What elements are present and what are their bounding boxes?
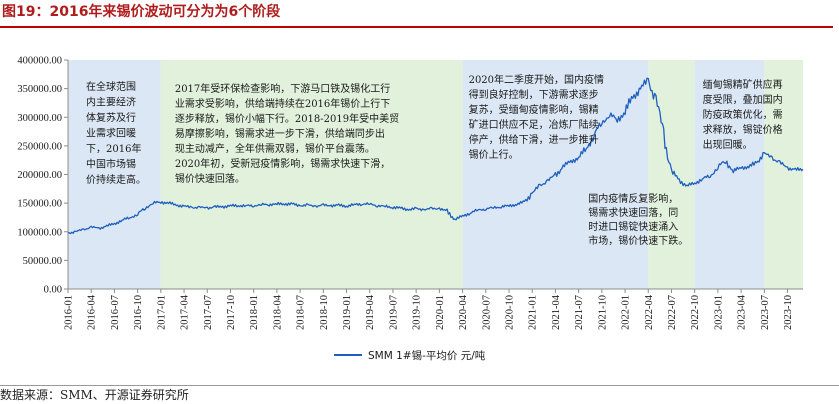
x-tick-label: 2017-10 xyxy=(226,295,237,330)
x-tick-label: 2023-04 xyxy=(737,294,748,330)
phase-1-note-line: 在全球范围 xyxy=(86,80,136,93)
x-tick-label: 2018-10 xyxy=(319,295,330,330)
x-tick-label: 2016-07 xyxy=(110,295,121,330)
phase-5-note-line: 缅甸锡精矿供应再 xyxy=(703,78,783,91)
phase-4-note-line: 锡需求快速回落，同 xyxy=(588,206,678,219)
phase-4-note-line: 时进口锡锭快速涌入 xyxy=(588,220,678,233)
x-tick-label: 2018-04 xyxy=(272,294,283,330)
phase-1-note-line: 内主要经济 xyxy=(86,96,136,109)
phase-2-note-line: 现主动减产，全年供需双弱，锡价平台震荡。 xyxy=(175,142,375,155)
data-source-text: 数据来源：SMM、开源证券研究所 xyxy=(0,388,189,402)
y-tick-label: 400000.00 xyxy=(17,56,62,67)
phase-2-note-line: 业需求受影响，供给端持续在2016年锡价上行下 xyxy=(175,97,390,110)
x-tick-label: 2023-01 xyxy=(713,295,724,330)
x-tick-label: 2023-07 xyxy=(760,295,771,330)
x-tick-label: 2017-07 xyxy=(203,295,214,330)
x-tick-label: 2022-04 xyxy=(644,294,655,330)
x-tick-label: 2018-07 xyxy=(296,295,307,330)
phase-band-5 xyxy=(694,60,765,289)
legend-label: SMM 1#锡-平均价 元/吨 xyxy=(368,349,486,362)
y-tick-label: 200000.00 xyxy=(17,170,62,181)
phase-3-note-line: 复苏，受缅甸疫情影响，锡精 xyxy=(469,103,599,116)
phase-3-note-line: 得到良好控制，下游需求逐步 xyxy=(469,88,599,101)
phase-1-note-line: 业需求回暖 xyxy=(86,127,136,140)
phase-2-note-line: 易摩擦影响，锡需求进一步下滑，供给端同步出 xyxy=(175,127,385,140)
x-tick-label: 2021-04 xyxy=(551,294,562,330)
phase-3-note-line: 2020年二季度开始，国内疫情 xyxy=(469,73,604,86)
x-tick-label: 2023-10 xyxy=(783,295,794,330)
x-tick-label: 2019-07 xyxy=(388,295,399,330)
y-tick-label: 350000.00 xyxy=(17,84,62,95)
phase-5-note-line: 出现回暖。 xyxy=(703,138,753,151)
phase-2-note-line: 逐步释放，锡价小幅下行。2018-2019年受中美贸 xyxy=(175,112,399,125)
x-tick-label: 2017-01 xyxy=(156,295,167,330)
x-tick-label: 2016-04 xyxy=(87,294,98,330)
phase-3-note-line: 停产，供给下滑，进一步推升 xyxy=(469,133,599,146)
phase-band-2 xyxy=(160,60,463,289)
phase-2-note-line: 2017年受环保检查影响，下游马口铁及锡化工行 xyxy=(175,82,390,95)
y-tick-label: 100000.00 xyxy=(17,227,62,238)
y-tick-label: 250000.00 xyxy=(17,141,62,152)
y-tick-label: 300000.00 xyxy=(17,113,62,124)
x-tick-label: 2020-01 xyxy=(435,295,446,330)
data-source: 数据来源：SMM、开源证券研究所 xyxy=(0,385,839,404)
phase-1-note-line: 价持续走高。 xyxy=(86,173,146,186)
x-tick-label: 2019-01 xyxy=(342,295,353,330)
x-tick-label: 2021-10 xyxy=(597,295,608,330)
y-tick-label: 50000.00 xyxy=(23,256,62,267)
legend: SMM 1#锡-平均价 元/吨 xyxy=(334,349,486,362)
figure-title: 图19：2016年来锡价波动可分为为6个阶段 xyxy=(0,0,833,28)
phase-4-note-line: 国内疫情反复影响， xyxy=(588,192,678,205)
phase-5-note-line: 度受限，叠加国内 xyxy=(703,93,783,106)
x-tick-label: 2022-01 xyxy=(621,295,632,330)
phase-band-1 xyxy=(68,60,161,289)
phase-5-note-line: 求释放，锡锭价格 xyxy=(703,123,783,136)
axes: 0.00 50000.00 100000.00 150000.00 200000.00 2… xyxy=(17,56,803,330)
phase-2-note-line: 2020年初，受新冠疫情影响，锡需求快速下滑， xyxy=(175,157,390,170)
y-tick-label: 0.00 xyxy=(44,285,62,296)
x-tick-label: 2022-10 xyxy=(690,295,701,330)
x-tick-label: 2021-01 xyxy=(528,295,539,330)
x-tick-label: 2020-07 xyxy=(481,295,492,330)
x-tick-label: 2019-04 xyxy=(365,294,376,330)
x-tick-label: 2018-01 xyxy=(249,295,260,330)
phase-1-note-line: 中国市场锡 xyxy=(86,158,136,171)
phase-2-note-line: 锡价快速回落。 xyxy=(175,172,245,185)
phase-4-note-line: 市场，锡价快速下跌。 xyxy=(588,234,688,247)
x-tick-label: 2019-10 xyxy=(412,295,423,330)
figure-title-text: 图19：2016年来锡价波动可分为为6个阶段 xyxy=(2,4,281,20)
phase-5-note-line: 防疫政策优化，需 xyxy=(703,108,783,121)
tin-price-chart: 0.00 50000.00 100000.00 150000.00 200000.00 2… xyxy=(17,56,804,362)
x-tick-label: 2020-04 xyxy=(458,294,469,330)
x-tick-label: 2022-07 xyxy=(667,295,678,330)
phase-1-note-line: 下，2016年 xyxy=(86,142,141,155)
series-line-1 xyxy=(67,77,804,235)
phase-3-note-line: 锡价上行。 xyxy=(469,148,519,161)
x-tick-label: 2021-07 xyxy=(574,295,585,330)
series-layer xyxy=(67,77,804,235)
phase-3-note-line: 矿进口供应不足，冶炼厂陆续 xyxy=(469,118,599,131)
phase-band-6 xyxy=(764,60,803,289)
x-tick-label: 2017-04 xyxy=(180,294,191,330)
phase-1-note-line: 体复苏及行 xyxy=(86,111,136,124)
x-tick-label: 2020-10 xyxy=(505,295,516,330)
x-tick-label: 2016-01 xyxy=(64,295,75,330)
x-tick-label: 2016-10 xyxy=(133,295,144,330)
y-tick-label: 150000.00 xyxy=(17,199,62,210)
